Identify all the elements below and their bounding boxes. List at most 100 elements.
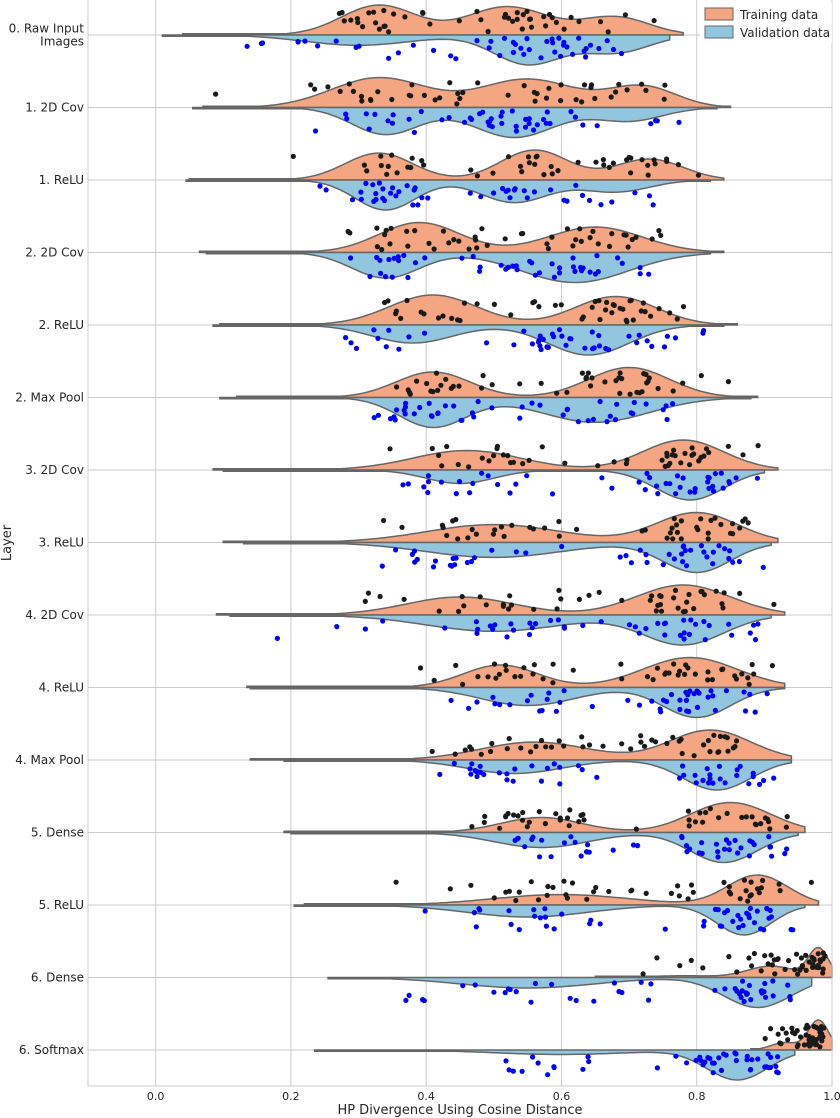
training-point: [748, 892, 754, 898]
training-point: [449, 315, 455, 321]
validation-point: [677, 775, 683, 781]
validation-point: [684, 1060, 690, 1066]
training-point: [701, 453, 707, 459]
validation-point: [700, 777, 706, 784]
validation-point: [539, 707, 545, 714]
training-point: [630, 317, 636, 323]
validation-point: [680, 559, 686, 565]
training-point: [368, 96, 374, 103]
training-point: [671, 516, 677, 522]
validation-point: [661, 344, 668, 350]
validation-point: [511, 187, 517, 193]
training-point: [431, 677, 437, 683]
validation-point: [670, 401, 676, 407]
validation-point: [497, 52, 503, 59]
validation-point: [759, 988, 765, 994]
validation-point: [512, 41, 519, 47]
validation-point: [722, 910, 728, 916]
validation-point: [542, 914, 549, 920]
validation-point: [396, 346, 402, 352]
training-point: [549, 15, 555, 21]
validation-point: [582, 345, 588, 351]
validation-point: [507, 195, 513, 201]
training-point: [455, 461, 461, 468]
training-point: [678, 736, 684, 742]
validation-point: [681, 617, 687, 623]
validation-point: [718, 470, 724, 476]
validation-point: [478, 194, 484, 200]
training-point: [456, 608, 462, 615]
training-point: [459, 594, 465, 600]
training-point: [811, 1023, 817, 1030]
validation-point: [537, 333, 543, 339]
training-point: [707, 749, 713, 755]
validation-point: [559, 911, 565, 917]
training-point: [550, 680, 556, 686]
validation-point: [626, 333, 632, 339]
training-point: [402, 14, 408, 20]
validation-point: [538, 778, 545, 784]
training-point: [596, 589, 602, 595]
validation-point: [451, 403, 457, 409]
validation-point: [410, 202, 416, 208]
validation-point: [604, 38, 610, 44]
training-point: [371, 9, 377, 15]
validation-point: [547, 120, 553, 127]
training-point: [751, 671, 757, 677]
training-point: [625, 244, 631, 250]
validation-point: [644, 338, 650, 344]
training-point: [771, 601, 777, 608]
training-point: [667, 310, 673, 316]
training-point: [645, 162, 651, 168]
validation-point: [763, 1064, 769, 1070]
training-point: [389, 152, 395, 158]
training-point: [576, 596, 583, 603]
validation-point: [680, 544, 686, 550]
training-point: [381, 7, 387, 14]
validation-point: [712, 906, 719, 913]
validation-point: [662, 632, 668, 638]
training-point: [548, 744, 555, 750]
validation-point: [531, 907, 537, 913]
training-point: [662, 463, 668, 469]
validation-point: [733, 1057, 739, 1064]
validation-point: [559, 333, 565, 339]
training-point: [578, 238, 584, 244]
training-point: [768, 952, 774, 958]
validation-point: [491, 190, 497, 196]
training-point: [639, 81, 645, 87]
validation-point: [740, 922, 746, 929]
validation-point: [785, 982, 791, 988]
training-point: [688, 882, 695, 888]
validation-point: [729, 632, 735, 638]
validation-point: [504, 771, 510, 777]
training-point: [678, 536, 684, 542]
validation-point: [664, 416, 670, 423]
validation-point: [586, 197, 593, 203]
training-point: [606, 888, 612, 895]
training-point: [724, 735, 730, 741]
validation-point: [611, 980, 618, 986]
training-point: [733, 738, 740, 744]
training-point: [739, 814, 745, 821]
validation-point: [773, 1063, 779, 1069]
training-point: [749, 814, 755, 820]
validation-point: [496, 770, 502, 776]
training-point: [628, 170, 634, 176]
validation-point: [546, 690, 552, 696]
training-point: [478, 17, 484, 23]
training-point: [579, 99, 585, 105]
training-point: [576, 18, 582, 25]
validation-point: [543, 120, 549, 126]
training-point: [623, 317, 629, 323]
validation-point: [406, 992, 412, 999]
validation-point: [567, 995, 573, 1001]
training-point: [640, 300, 647, 306]
training-point: [538, 380, 544, 386]
training-point: [558, 302, 564, 308]
training-point: [656, 306, 662, 312]
training-point: [743, 814, 749, 820]
training-point: [634, 389, 640, 395]
validation-point: [404, 183, 410, 189]
validation-point: [459, 255, 465, 261]
